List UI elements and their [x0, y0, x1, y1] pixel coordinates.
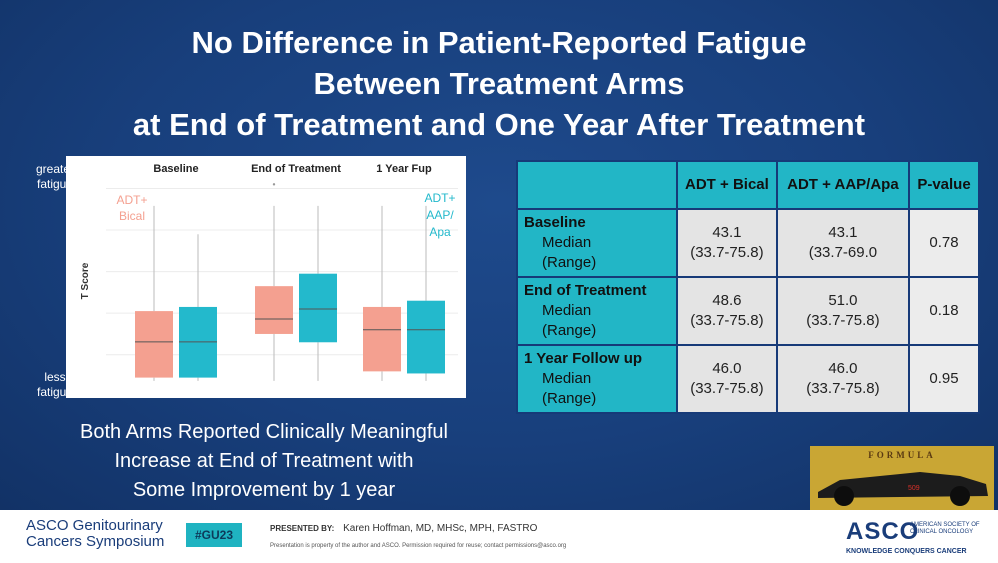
formula-car-image: FORMULA 509	[810, 446, 994, 510]
car-wheel	[834, 486, 854, 506]
row-sub: Median	[542, 302, 592, 319]
title-line: Between Treatment Arms	[313, 66, 685, 101]
category-label: Baseline	[153, 163, 198, 175]
boxplot-chart-panel: T Score Baseline End of Treatment 1 Year Fu…	[66, 156, 466, 398]
slide-caption: Both Arms Reported Clinically Meaningful…	[20, 418, 508, 505]
asco-logo: ASCO AMERICAN SOCIETY OF CLINICAL ONCOLO…	[846, 518, 996, 555]
header-p-value: P-value	[908, 160, 980, 210]
table-header-row: ADT + Bical ADT + AAP/Apa P-value	[516, 160, 980, 210]
box	[255, 286, 293, 334]
label-line: greater	[35, 162, 75, 176]
cell-median: 48.6	[712, 292, 742, 309]
series-label-aap-apa: Apa	[429, 225, 451, 239]
title-line: at End of Treatment and One Year After T…	[132, 107, 866, 142]
presented-by: PRESENTED BY: Karen Hoffman, MD, MHSc, M…	[270, 523, 537, 534]
row-title: Baseline	[524, 214, 586, 231]
table-cell: 43.1 (33.7-75.8)	[676, 208, 778, 278]
row-sub: (Range)	[542, 322, 597, 339]
table-cell: 48.6 (33.7-75.8)	[676, 276, 778, 346]
cell-range: (33.7-75.8)	[690, 244, 764, 261]
row-sub: (Range)	[542, 390, 597, 407]
header-adt-aap-apa: ADT + AAP/Apa	[775, 160, 911, 210]
asco-wordmark: ASCO	[846, 518, 920, 545]
series-label-bical: ADT+	[116, 193, 147, 207]
table-cell: 43.1 (33.7-69.0	[775, 208, 911, 278]
cell-median: 46.0	[828, 360, 858, 377]
table-cell: 46.0 (33.7-75.8)	[775, 344, 911, 414]
org-line-1: ASCO Genitourinary	[26, 517, 163, 534]
p-value-cell: 0.95	[908, 344, 980, 414]
row-label: 1 Year Follow up Median (Range)	[516, 344, 678, 414]
car-brand-text: FORMULA	[868, 450, 936, 460]
asco-tagline: KNOWLEDGE CONQUERS CANCER	[846, 548, 967, 555]
table-row-1-year: 1 Year Follow up Median (Range) 46.0 (33.…	[516, 344, 980, 414]
footer-bar: ASCO Genitourinary Cancers Symposium #GU…	[0, 510, 998, 563]
header-adt-bical: ADT + Bical	[676, 160, 778, 210]
row-title: 1 Year Follow up	[524, 350, 643, 367]
box	[363, 306, 401, 372]
slide-background: No Difference in Patient-Reported Fatigu…	[0, 0, 998, 510]
category-label: End of Treatment	[251, 163, 341, 175]
p-value-cell: 0.78	[908, 208, 980, 278]
row-sub: Median	[542, 234, 592, 251]
series-label-aap-apa: ADT+	[424, 191, 455, 205]
cell-median: 51.0	[828, 292, 858, 309]
presenter-name: Karen Hoffman, MD, MHSc, MPH, FASTRO	[343, 523, 538, 534]
cell-range: (33.7-75.8)	[806, 312, 880, 329]
presented-by-label: PRESENTED BY:	[270, 524, 335, 533]
caption-line: Increase at End of Treatment with	[114, 450, 414, 472]
cell-range: (33.7-69.0	[808, 244, 878, 261]
p-value-cell: 0.18	[908, 276, 980, 346]
box	[135, 311, 173, 378]
hashtag-badge: #GU23	[186, 523, 242, 547]
car-number: 509	[908, 485, 920, 492]
greater-fatigue-label: greater fatigue	[30, 162, 80, 192]
asco-gu-logo: ASCO Genitourinary Cancers Symposium	[26, 518, 164, 550]
table-cell: 46.0 (33.7-75.8)	[676, 344, 778, 414]
row-label: Baseline Median (Range)	[516, 208, 678, 278]
results-table: ADT + Bical ADT + AAP/Apa P-value Baseli…	[516, 160, 980, 414]
car-wheel	[950, 486, 970, 506]
series-label-aap-apa: AAP/	[426, 208, 454, 222]
table-row-baseline: Baseline Median (Range) 43.1 (33.7-75.8) …	[516, 208, 980, 278]
header-empty	[516, 160, 678, 210]
org-line-2: Cancers Symposium	[26, 533, 165, 550]
series-label-bical: Bical	[119, 209, 145, 223]
caption-line: Some Improvement by 1 year	[132, 479, 396, 501]
slide-title: No Difference in Patient-Reported Fatigu…	[0, 22, 998, 145]
label-line: fatigue	[36, 385, 74, 399]
outlier-point	[272, 183, 276, 186]
box	[407, 300, 445, 374]
row-label: End of Treatment Median (Range)	[516, 276, 678, 346]
asco-subtitle: AMERICAN SOCIETY OF CLINICAL ONCOLOGY	[910, 522, 980, 535]
cell-median: 43.1	[828, 224, 858, 241]
car-body	[818, 472, 988, 498]
label-line: fatigue	[36, 177, 74, 191]
row-title: End of Treatment	[524, 282, 647, 299]
less-fatigue-label: less fatigue	[30, 370, 80, 400]
label-line: less	[44, 370, 66, 384]
row-sub: Median	[542, 370, 592, 387]
table-cell: 51.0 (33.7-75.8)	[775, 276, 911, 346]
title-line: No Difference in Patient-Reported Fatigu…	[191, 25, 807, 60]
disclaimer-text: Presentation is property of the author a…	[270, 543, 567, 549]
car-illustration: FORMULA 509	[810, 446, 994, 510]
cell-median: 46.0	[712, 360, 742, 377]
table-row-end-of-treatment: End of Treatment Median (Range) 48.6 (33.…	[516, 276, 980, 346]
box	[299, 273, 337, 343]
row-sub: (Range)	[542, 254, 597, 271]
y-axis-label: T Score	[80, 262, 91, 299]
category-label: 1 Year Fup	[376, 163, 432, 175]
caption-line: Both Arms Reported Clinically Meaningful	[80, 421, 448, 443]
cell-range: (33.7-75.8)	[690, 380, 764, 397]
cell-range: (33.7-75.8)	[806, 380, 880, 397]
cell-range: (33.7-75.8)	[690, 312, 764, 329]
boxplot-chart: T Score Baseline End of Treatment 1 Year Fu…	[80, 163, 458, 381]
cell-median: 43.1	[712, 224, 742, 241]
